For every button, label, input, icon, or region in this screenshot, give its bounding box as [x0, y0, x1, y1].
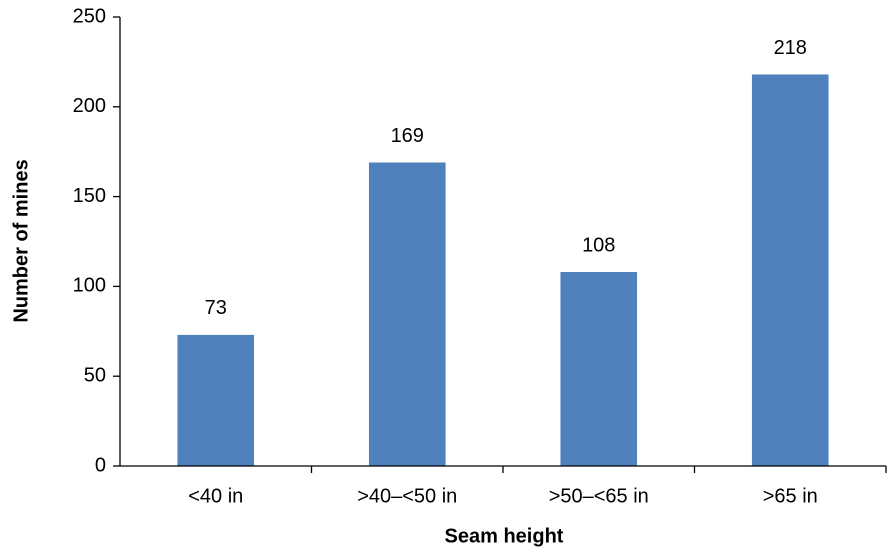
- y-tick-label: 0: [95, 454, 106, 476]
- data-label: 73: [205, 297, 227, 319]
- x-tick-label: >50–<65 in: [549, 485, 649, 507]
- y-tick-label: 200: [73, 95, 106, 117]
- data-label: 169: [391, 125, 424, 147]
- data-label: 218: [774, 37, 807, 59]
- bar: [368, 162, 446, 466]
- data-label: 108: [582, 234, 615, 256]
- y-tick-label: 250: [73, 5, 106, 27]
- bar: [560, 272, 638, 466]
- y-tick-label: 150: [73, 185, 106, 207]
- y-tick-label: 100: [73, 275, 106, 297]
- y-tick-label: 50: [84, 364, 106, 386]
- x-tick-label: <40 in: [188, 485, 243, 507]
- x-tick-label: >40–<50 in: [357, 485, 457, 507]
- bar: [177, 334, 255, 466]
- y-axis-title: Number of mines: [10, 159, 32, 322]
- x-tick-label: >65 in: [763, 485, 818, 507]
- x-axis-title: Seam height: [445, 525, 564, 547]
- bar: [751, 74, 829, 467]
